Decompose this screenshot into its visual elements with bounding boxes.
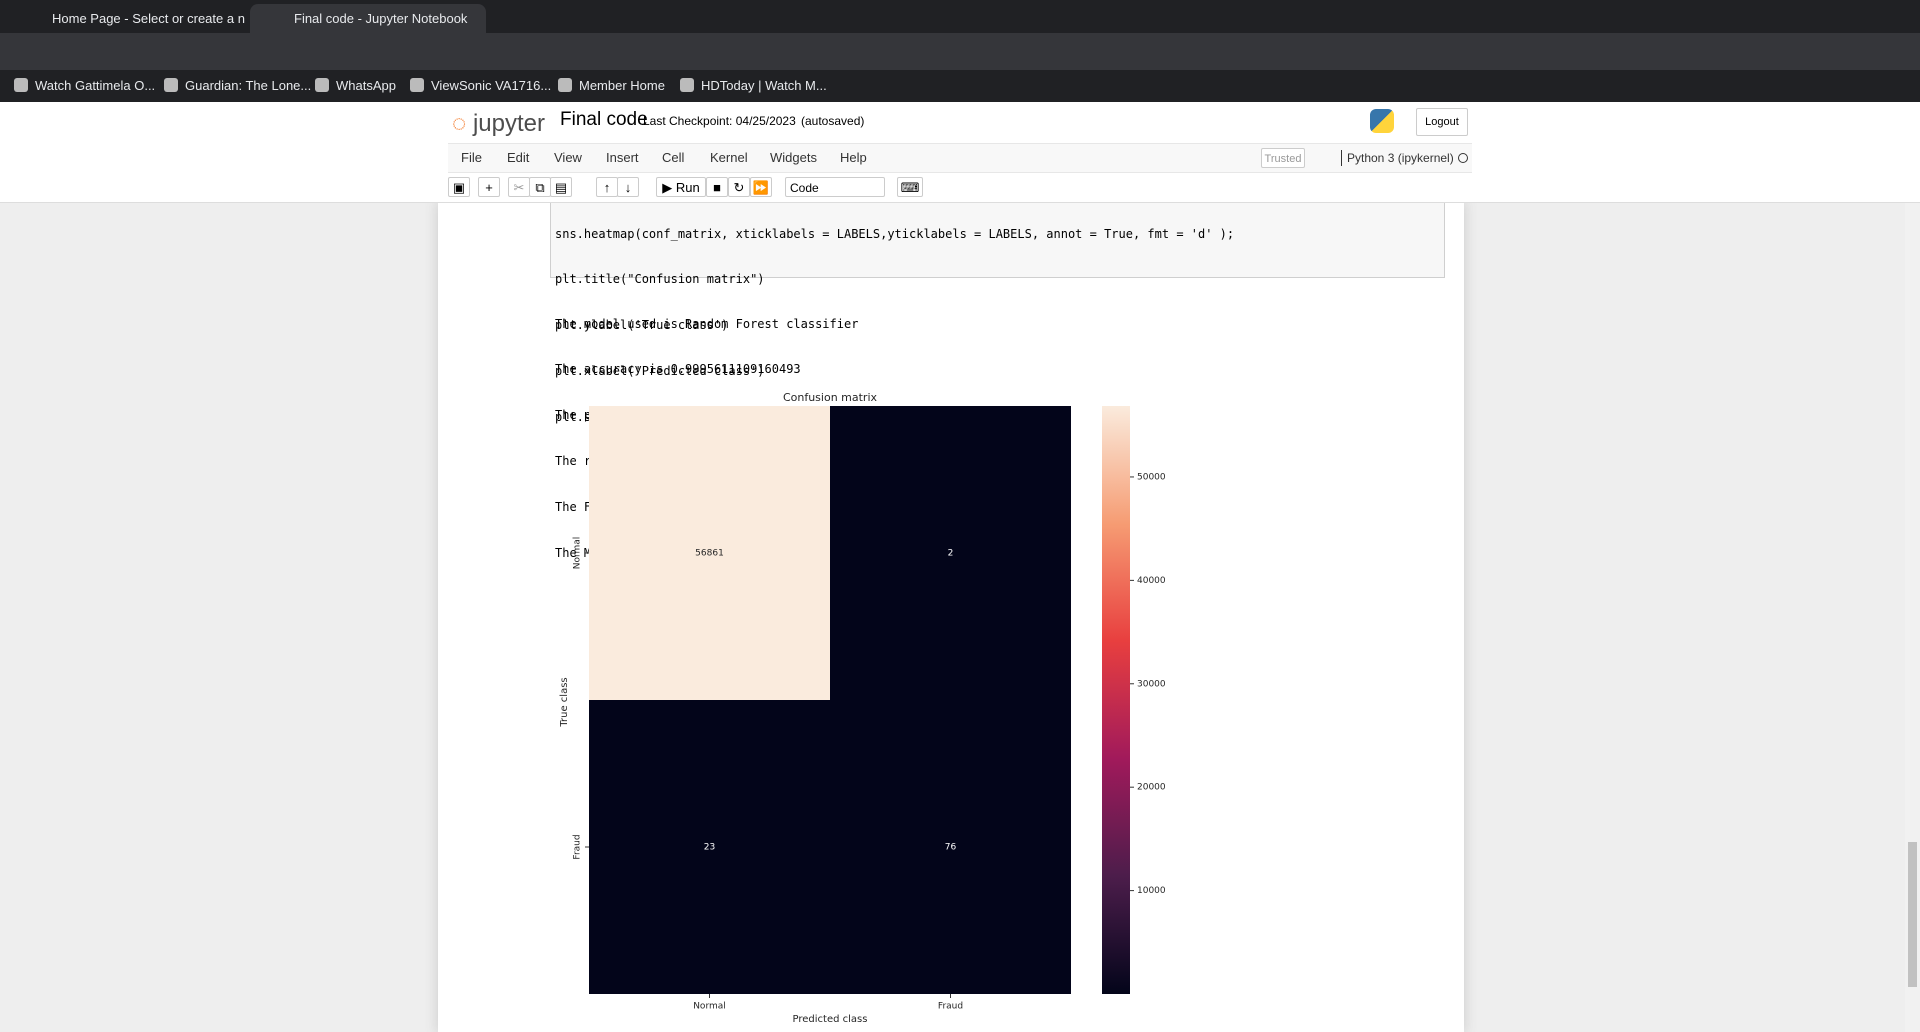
code-line: sns.heatmap(conf_matrix, xticklabels = L… bbox=[555, 226, 1235, 241]
code-line: plt.xlabel('Predicted class') bbox=[555, 364, 765, 379]
colorbar bbox=[1102, 406, 1130, 994]
cut-button[interactable]: ✂ bbox=[508, 177, 530, 197]
colorbar-tick-label: 10000 bbox=[1137, 886, 1166, 896]
kernel-indicator bbox=[1458, 153, 1468, 163]
colorbar-tick-label: 20000 bbox=[1137, 783, 1166, 793]
run-button[interactable]: ▶ Run bbox=[656, 177, 706, 197]
logo-text: jupyter bbox=[472, 110, 545, 137]
down-button[interactable]: ↓ bbox=[617, 177, 639, 197]
python-logo bbox=[1370, 109, 1394, 133]
heatmap-cell bbox=[589, 700, 830, 994]
output-line: The model used is Random Forest classifi… bbox=[555, 316, 859, 331]
menu-item[interactable]: Kernel bbox=[710, 150, 748, 165]
output-line: The accuracy is 0.9995611109160493 bbox=[555, 362, 801, 377]
up-button[interactable]: ↑ bbox=[596, 177, 618, 197]
chart-title: Confusion matrix bbox=[783, 391, 878, 404]
save-button[interactable]: ▣ bbox=[448, 177, 470, 197]
code: sns.heatmap(conf_matrix, xticklabels = L… bbox=[555, 196, 1234, 441]
colorbar-tick-label: 30000 bbox=[1137, 679, 1166, 689]
code-cell[interactable] bbox=[550, 190, 1445, 278]
kernel-name: Python 3 (ipykernel) bbox=[1341, 150, 1454, 166]
add-button[interactable]: + bbox=[478, 177, 500, 197]
bookmarks-bar: Watch Gattimela O... Guardian: The Lone.… bbox=[0, 70, 1920, 102]
heatmap-cell bbox=[589, 406, 830, 700]
paste-button[interactable]: ▤ bbox=[550, 177, 572, 197]
checkpoint: Last Checkpoint: 04/25/2023 bbox=[643, 114, 796, 128]
cell-type-select[interactable]: Code bbox=[785, 177, 885, 197]
cell-label: 23 bbox=[704, 843, 715, 853]
logo[interactable]: ◌ jupyter bbox=[452, 110, 545, 137]
menu-bar: File Edit View Insert Cell Kernel Widget… bbox=[448, 143, 1472, 173]
run-label: Run bbox=[675, 180, 700, 195]
menu-item[interactable]: File bbox=[461, 150, 482, 165]
colorbar-tick-label: 50000 bbox=[1137, 472, 1166, 482]
scroll-thumb[interactable] bbox=[1908, 842, 1917, 987]
tab-active[interactable]: Final code - Jupyter Notebook bbox=[250, 4, 486, 33]
bookmark[interactable]: WhatsApp bbox=[315, 70, 396, 102]
y-axis-label: True class bbox=[559, 677, 570, 727]
address-bar: localhost:8888/notebooks/Final%20code.ip… bbox=[0, 33, 1920, 98]
logout-button[interactable]: Logout bbox=[1416, 108, 1468, 136]
code-line: plt.ylabel('True class') bbox=[555, 318, 729, 333]
colorbar-tick-label: 40000 bbox=[1137, 576, 1166, 586]
menu-item[interactable]: Insert bbox=[606, 150, 639, 165]
copy-button[interactable]: ⧉ bbox=[529, 177, 551, 197]
cell-label: 56861 bbox=[695, 549, 724, 559]
jupyter-header: ◌ jupyter Final code Last Checkpoint: 04… bbox=[0, 102, 1920, 203]
restart-run-button[interactable]: ⏩ bbox=[750, 177, 772, 197]
code-line: plt.title("Confusion matrix") bbox=[555, 272, 765, 287]
y-tick-label: Fraud bbox=[573, 834, 583, 859]
tab[interactable]: Home Page - Select or create a n bbox=[52, 11, 245, 26]
x-tick-label: Normal bbox=[693, 1002, 726, 1012]
scrollbar[interactable] bbox=[1905, 202, 1920, 1032]
menu-item[interactable]: Edit bbox=[507, 150, 530, 165]
heatmap-cell bbox=[830, 406, 1071, 700]
heatmap-chart: Confusion matrix Predicted class True cl… bbox=[559, 391, 1166, 1025]
notebook-name[interactable]: Final code bbox=[560, 109, 648, 130]
menu-item[interactable]: Widgets bbox=[770, 150, 817, 165]
bookmark[interactable]: Member Home bbox=[558, 70, 665, 102]
bookmark[interactable]: ViewSonic VA1716... bbox=[410, 70, 551, 102]
y-tick-label: Normal bbox=[573, 537, 583, 570]
heatmap-cell bbox=[830, 700, 1071, 994]
cell-label: 76 bbox=[945, 843, 957, 853]
menu-item[interactable]: Cell bbox=[662, 150, 685, 165]
menu-item[interactable]: View bbox=[554, 150, 582, 165]
tab-bar: Home Page - Select or create a n Final c… bbox=[0, 0, 1920, 33]
bookmark[interactable]: HDToday | Watch M... bbox=[680, 70, 827, 102]
x-axis-label: Predicted class bbox=[793, 1014, 868, 1025]
bookmark[interactable]: Watch Gattimela O... bbox=[14, 70, 155, 102]
bookmark[interactable]: Guardian: The Lone... bbox=[164, 70, 311, 102]
stop-button[interactable]: ■ bbox=[706, 177, 728, 197]
menu-item[interactable]: Help bbox=[840, 150, 867, 165]
x-tick-label: Fraud bbox=[938, 1002, 963, 1012]
keyboard-button[interactable]: ⌨ bbox=[897, 177, 923, 197]
autosave: (autosaved) bbox=[801, 114, 865, 128]
trusted-indicator[interactable]: Trusted bbox=[1261, 148, 1305, 168]
restart-button[interactable]: ↻ bbox=[728, 177, 750, 197]
cell-label: 2 bbox=[948, 549, 954, 559]
